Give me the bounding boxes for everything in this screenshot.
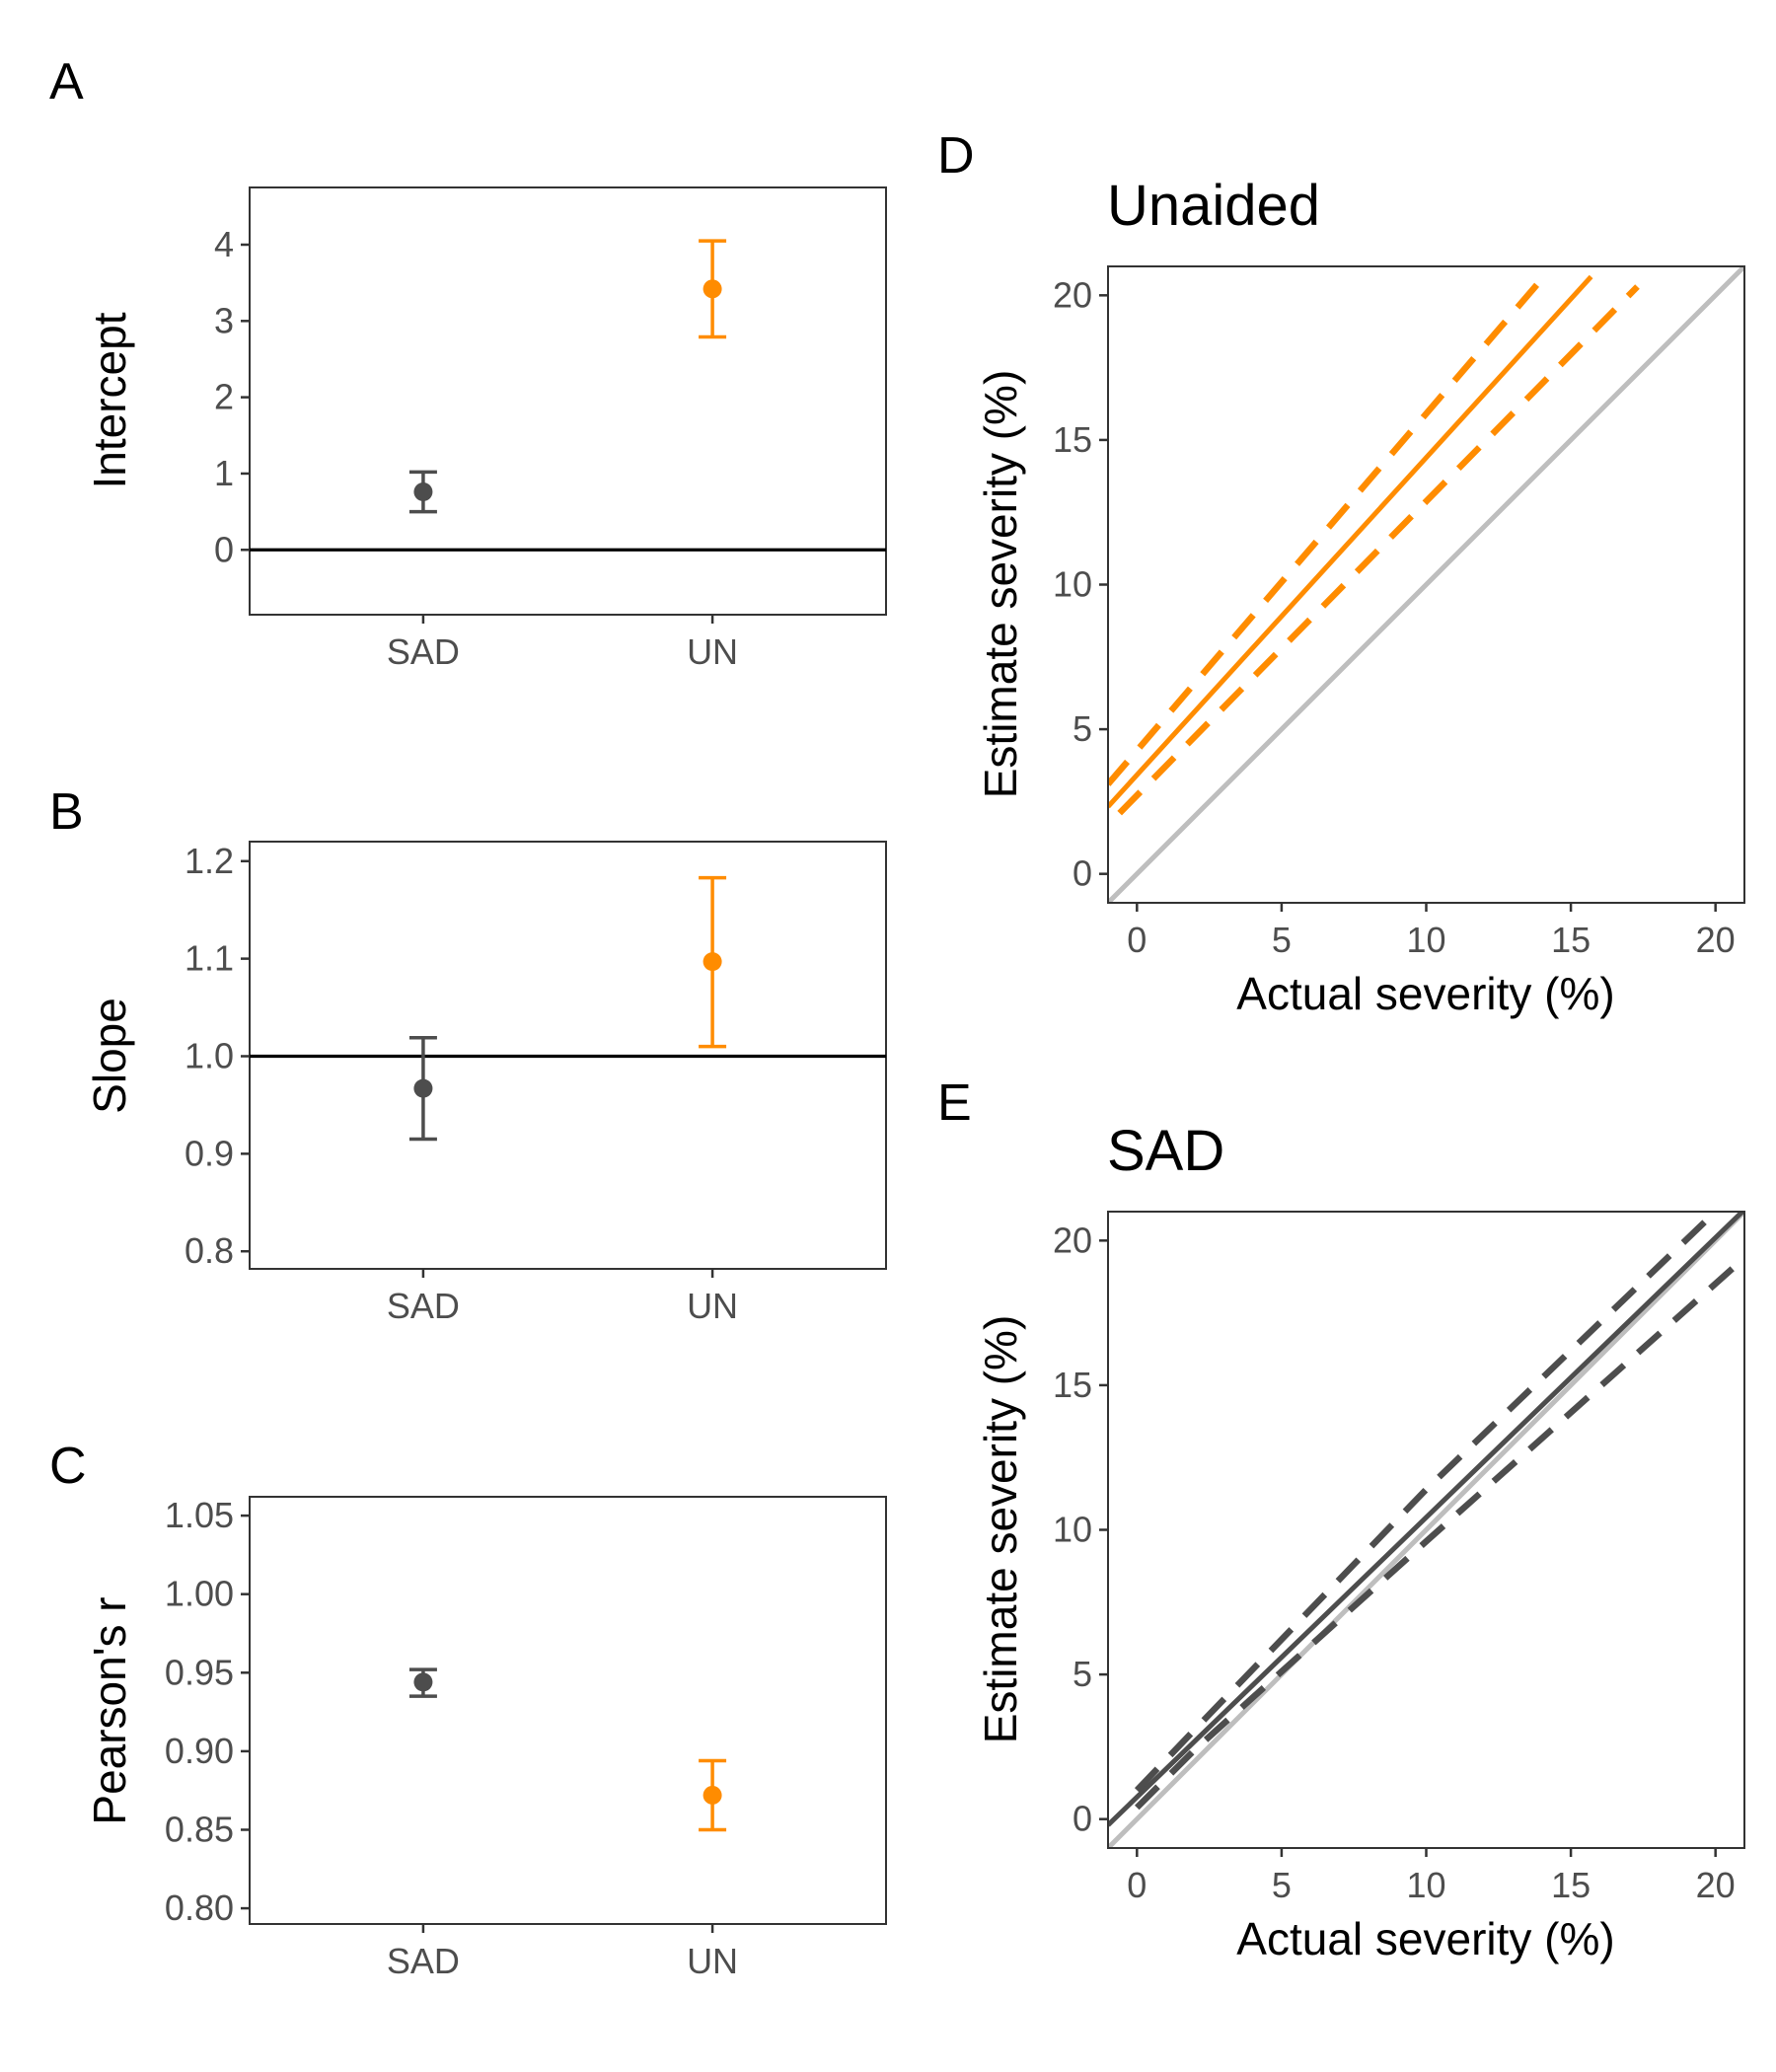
x-tick-label: 10 (1406, 920, 1445, 960)
panel-e-plot: SAD 0 5 10 15 20 0 5 10 15 20 Actual severity (%… (975, 1119, 1745, 1964)
point-sad (408, 1035, 437, 1142)
panel-d-y-axis: 0 5 10 15 20 (1053, 274, 1108, 894)
y-tick-label: 20 (1053, 1220, 1092, 1260)
y-tick-label: 15 (1053, 1365, 1092, 1405)
x-tick-label: 5 (1272, 920, 1292, 960)
panel-d-xlabel: Actual severity (%) (1236, 968, 1614, 1019)
y-tick-label: 5 (1073, 708, 1092, 749)
point-marker (703, 279, 722, 299)
point-un (699, 239, 727, 339)
fit-line (1108, 274, 1593, 809)
point-sad (408, 470, 437, 514)
y-tick-label: 0.85 (165, 1809, 234, 1849)
y-tick-label: 4 (214, 224, 234, 264)
y-tick-label: 0.90 (165, 1731, 234, 1771)
panel-a-x-axis: SAD UN (387, 615, 738, 672)
identity-line (1108, 1212, 1744, 1848)
panel-letter-a: A (49, 53, 84, 111)
panel-b-plot: Slope 0.8 0.9 1.0 1.1 1.2 SAD UN (84, 841, 887, 1326)
point-marker (413, 482, 433, 502)
y-tick-label: 1 (214, 453, 234, 493)
y-tick-label: 10 (1053, 1510, 1092, 1550)
x-tick-label: 5 (1272, 1865, 1292, 1905)
panel-a-y-axis: 0 1 2 3 4 (214, 224, 250, 569)
y-tick-label: 0 (214, 529, 234, 569)
panel-e-title: SAD (1107, 1119, 1224, 1183)
panel-c-plot: Pearson's r 0.80 0.85 0.90 0.95 1.00 1.05 SAD… (84, 1495, 887, 1981)
y-tick-label: 0.95 (165, 1652, 234, 1692)
point-un (699, 1758, 727, 1832)
panel-d-ylabel: Estimate severity (%) (975, 370, 1026, 799)
panel-e-marks (1108, 1212, 1744, 1848)
point-marker (703, 952, 722, 972)
point-marker (413, 1672, 433, 1692)
ci-band-lower (1135, 1255, 1744, 1811)
point-marker (703, 1785, 722, 1805)
panel-a-frame (249, 186, 887, 616)
panel-d-title: Unaided (1107, 174, 1320, 238)
x-tick-label: UN (687, 631, 738, 672)
panel-e-ylabel: Estimate severity (%) (975, 1315, 1026, 1744)
y-tick-label: 10 (1053, 564, 1092, 605)
x-tick-label: 20 (1696, 1865, 1736, 1905)
ci-band-lower (1117, 284, 1640, 816)
y-tick-label: 1.0 (185, 1035, 234, 1075)
panel-b-x-axis: SAD UN (387, 1269, 738, 1326)
y-tick-label: 0.9 (185, 1133, 234, 1173)
panel-e-y-axis: 0 5 10 15 20 (1053, 1220, 1108, 1839)
y-tick-label: 1.05 (165, 1495, 234, 1535)
panel-c-ylabel: Pearson's r (84, 1596, 135, 1824)
x-tick-label: SAD (387, 1941, 460, 1981)
panel-e-x-axis: 0 5 10 15 20 (1127, 1848, 1736, 1905)
panel-letter-b: B (49, 783, 84, 841)
x-tick-label: 20 (1696, 920, 1736, 960)
point-un (699, 875, 727, 1049)
y-tick-label: 1.1 (185, 938, 234, 979)
y-tick-label: 0 (1073, 1799, 1092, 1839)
y-tick-label: 5 (1073, 1654, 1092, 1694)
ci-band-upper (1108, 269, 1551, 786)
x-tick-label: UN (687, 1286, 738, 1326)
y-tick-label: 2 (214, 377, 234, 417)
x-tick-label: 15 (1551, 1865, 1591, 1905)
panel-c-marks (408, 1667, 727, 1832)
x-tick-label: SAD (387, 631, 460, 672)
panel-letter-e: E (937, 1074, 972, 1132)
x-tick-label: 10 (1406, 1865, 1445, 1905)
y-tick-label: 3 (214, 300, 234, 340)
x-tick-label: UN (687, 1941, 738, 1981)
panel-b-y-axis: 0.8 0.9 1.0 1.1 1.2 (185, 841, 250, 1271)
panel-c-frame (249, 1496, 887, 1925)
x-tick-label: 0 (1127, 1865, 1147, 1905)
x-tick-label: 0 (1127, 920, 1147, 960)
fit-line (1108, 1212, 1744, 1827)
point-sad (408, 1667, 437, 1698)
panel-a-plot: Intercept 0 1 2 3 4 SAD UN (84, 186, 887, 672)
point-marker (413, 1078, 433, 1098)
x-tick-label: 15 (1551, 920, 1591, 960)
y-tick-label: 0.80 (165, 1887, 234, 1928)
y-tick-label: 1.2 (185, 841, 234, 881)
identity-line (1108, 266, 1744, 903)
panel-c-y-axis: 0.80 0.85 0.90 0.95 1.00 1.05 (165, 1495, 250, 1928)
y-tick-label: 1.00 (165, 1574, 234, 1614)
y-tick-label: 0.8 (185, 1230, 234, 1271)
panel-letter-c: C (49, 1438, 87, 1495)
x-tick-label: SAD (387, 1286, 460, 1326)
panel-b-marks (250, 875, 886, 1142)
panel-b-ylabel: Slope (84, 998, 135, 1114)
panel-c-x-axis: SAD UN (387, 1924, 738, 1981)
y-tick-label: 0 (1073, 853, 1092, 894)
y-tick-label: 15 (1053, 419, 1092, 460)
panel-d-plot: Unaided 0 5 10 15 20 0 5 10 15 20 Actual severit… (975, 174, 1745, 1019)
panel-d-marks (1108, 266, 1744, 903)
panel-a-marks (250, 239, 886, 552)
panel-d-x-axis: 0 5 10 15 20 (1127, 903, 1736, 960)
panel-a-ylabel: Intercept (84, 312, 135, 488)
panel-letter-d: D (937, 127, 975, 185)
y-tick-label: 20 (1053, 274, 1092, 315)
panel-e-xlabel: Actual severity (%) (1236, 1913, 1614, 1964)
ci-band-upper (1134, 1212, 1718, 1793)
